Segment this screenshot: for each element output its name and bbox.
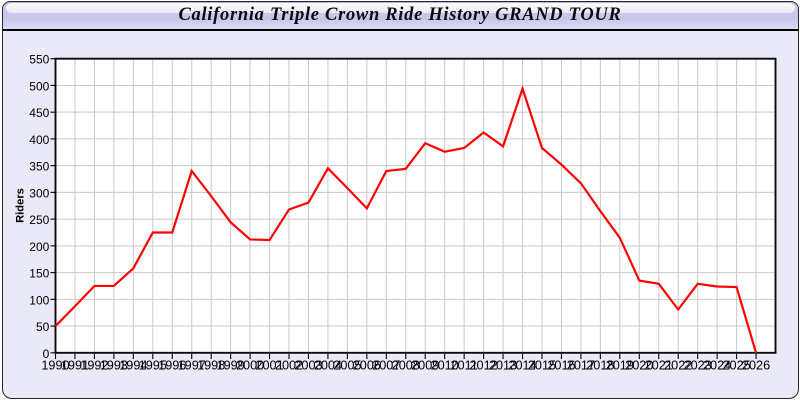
svg-text:2007: 2007: [372, 358, 400, 372]
svg-text:2005: 2005: [333, 358, 361, 372]
svg-text:450: 450: [29, 106, 49, 120]
svg-text:1997: 1997: [178, 358, 206, 372]
svg-text:350: 350: [29, 160, 49, 174]
svg-text:550: 550: [29, 53, 49, 67]
svg-text:1991: 1991: [61, 358, 89, 372]
svg-text:2024: 2024: [703, 358, 731, 372]
svg-text:2019: 2019: [606, 358, 634, 372]
svg-text:100: 100: [29, 293, 49, 307]
svg-text:250: 250: [29, 213, 49, 227]
svg-text:400: 400: [29, 133, 49, 147]
svg-text:2014: 2014: [508, 358, 536, 372]
svg-text:2022: 2022: [664, 358, 692, 372]
svg-text:300: 300: [29, 186, 49, 200]
svg-text:50: 50: [36, 320, 50, 334]
svg-text:2013: 2013: [489, 358, 517, 372]
svg-text:2017: 2017: [567, 358, 595, 372]
svg-text:1996: 1996: [158, 358, 186, 372]
svg-text:1995: 1995: [139, 358, 167, 372]
svg-text:2023: 2023: [684, 358, 712, 372]
svg-text:1992: 1992: [80, 358, 108, 372]
svg-text:2021: 2021: [645, 358, 673, 372]
svg-text:2015: 2015: [528, 358, 556, 372]
svg-text:2011: 2011: [451, 358, 478, 372]
svg-text:2004: 2004: [314, 358, 342, 372]
svg-text:1998: 1998: [197, 358, 225, 372]
svg-text:200: 200: [29, 240, 49, 254]
svg-text:2018: 2018: [586, 358, 614, 372]
svg-text:1994: 1994: [119, 358, 147, 372]
svg-text:2008: 2008: [392, 358, 420, 372]
svg-text:2012: 2012: [469, 358, 497, 372]
svg-text:1999: 1999: [217, 358, 245, 372]
svg-text:2010: 2010: [431, 358, 459, 372]
svg-text:Riders: Riders: [15, 188, 27, 223]
svg-text:2016: 2016: [547, 358, 575, 372]
svg-text:1990: 1990: [41, 358, 69, 372]
svg-text:2009: 2009: [411, 358, 439, 372]
svg-text:2002: 2002: [275, 358, 303, 372]
svg-text:2025: 2025: [722, 358, 750, 372]
svg-text:2020: 2020: [625, 358, 653, 372]
svg-text:2001: 2001: [255, 358, 283, 372]
svg-text:1993: 1993: [100, 358, 128, 372]
svg-text:500: 500: [29, 79, 49, 93]
svg-text:2006: 2006: [353, 358, 381, 372]
svg-text:2003: 2003: [294, 358, 322, 372]
svg-text:0: 0: [43, 347, 50, 361]
svg-text:2026: 2026: [742, 358, 770, 372]
svg-text:2000: 2000: [236, 358, 264, 372]
svg-text:150: 150: [29, 267, 49, 281]
